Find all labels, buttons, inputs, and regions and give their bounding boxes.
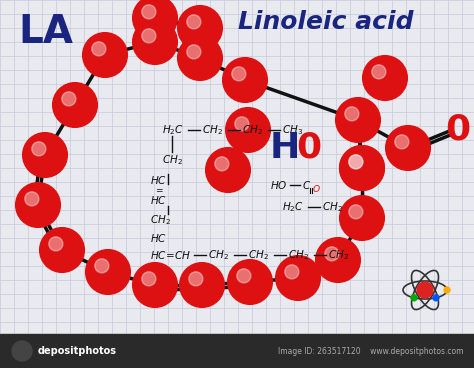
- Text: $CH_2$: $CH_2$: [162, 153, 183, 167]
- Circle shape: [16, 183, 60, 227]
- Text: depositphotos: depositphotos: [38, 346, 117, 356]
- Text: $CH_2$: $CH_2$: [288, 248, 309, 262]
- Text: $CH_2$: $CH_2$: [150, 213, 171, 227]
- Circle shape: [178, 36, 222, 80]
- Circle shape: [349, 155, 363, 169]
- Text: Image ID: 263517120    www.depositphotos.com: Image ID: 263517120 www.depositphotos.co…: [279, 347, 464, 355]
- Circle shape: [49, 237, 63, 251]
- Circle shape: [187, 45, 201, 59]
- Circle shape: [133, 0, 177, 40]
- Circle shape: [142, 5, 156, 19]
- Circle shape: [206, 148, 250, 192]
- Circle shape: [215, 157, 229, 171]
- Text: $H_2C$: $H_2C$: [162, 123, 184, 137]
- Text: $HC$: $HC$: [150, 174, 167, 186]
- Text: LA: LA: [18, 13, 73, 51]
- Circle shape: [340, 146, 384, 190]
- Circle shape: [325, 247, 339, 261]
- Text: $=$: $=$: [154, 185, 164, 195]
- Circle shape: [53, 83, 97, 127]
- Circle shape: [340, 196, 384, 240]
- Circle shape: [223, 58, 267, 102]
- Circle shape: [32, 142, 46, 156]
- Circle shape: [386, 126, 430, 170]
- Text: 0: 0: [445, 113, 470, 147]
- Circle shape: [235, 117, 249, 131]
- Circle shape: [180, 263, 224, 307]
- Text: $H_2C$: $H_2C$: [282, 200, 304, 214]
- Text: $CH_3$: $CH_3$: [282, 123, 303, 137]
- Circle shape: [83, 33, 127, 77]
- Circle shape: [345, 107, 359, 121]
- Circle shape: [363, 56, 407, 100]
- Circle shape: [349, 155, 363, 169]
- Text: $CH_2$: $CH_2$: [248, 248, 269, 262]
- Text: $CH_2$: $CH_2$: [328, 248, 349, 262]
- Circle shape: [411, 295, 417, 301]
- Text: 0: 0: [296, 131, 321, 165]
- Circle shape: [23, 133, 67, 177]
- Text: $HO$: $HO$: [270, 179, 288, 191]
- Circle shape: [336, 98, 380, 142]
- Circle shape: [12, 341, 32, 361]
- Circle shape: [232, 67, 246, 81]
- Circle shape: [86, 250, 130, 294]
- Circle shape: [226, 108, 270, 152]
- Circle shape: [95, 259, 109, 273]
- Circle shape: [276, 256, 320, 300]
- Circle shape: [133, 263, 177, 307]
- Circle shape: [228, 260, 272, 304]
- Circle shape: [349, 205, 363, 219]
- Circle shape: [285, 265, 299, 279]
- Circle shape: [444, 287, 450, 293]
- Text: $HC$: $HC$: [150, 232, 167, 244]
- Circle shape: [316, 238, 360, 282]
- Text: $HC\!=\!CH$: $HC\!=\!CH$: [150, 249, 191, 261]
- Text: Linoleic acid: Linoleic acid: [238, 10, 413, 34]
- Circle shape: [340, 146, 384, 190]
- Text: $CH_2$: $CH_2$: [242, 123, 263, 137]
- Text: $HC$: $HC$: [150, 194, 167, 206]
- Circle shape: [92, 42, 106, 56]
- Circle shape: [62, 92, 76, 106]
- Circle shape: [25, 192, 39, 206]
- Circle shape: [189, 272, 203, 286]
- Text: H: H: [270, 131, 301, 165]
- Circle shape: [142, 272, 156, 286]
- Circle shape: [187, 15, 201, 29]
- Circle shape: [417, 282, 433, 298]
- Text: $CH_2$: $CH_2$: [208, 248, 229, 262]
- Text: $CH_2$: $CH_2$: [202, 123, 223, 137]
- Circle shape: [178, 6, 222, 50]
- Circle shape: [395, 135, 409, 149]
- Circle shape: [372, 65, 386, 79]
- Text: $O$: $O$: [312, 183, 321, 194]
- Bar: [0, 334, 474, 368]
- Circle shape: [142, 29, 156, 43]
- Circle shape: [133, 20, 177, 64]
- Text: $CH_2$: $CH_2$: [322, 200, 343, 214]
- Circle shape: [237, 269, 251, 283]
- Circle shape: [433, 295, 439, 301]
- Circle shape: [40, 228, 84, 272]
- Text: $C$: $C$: [302, 179, 311, 191]
